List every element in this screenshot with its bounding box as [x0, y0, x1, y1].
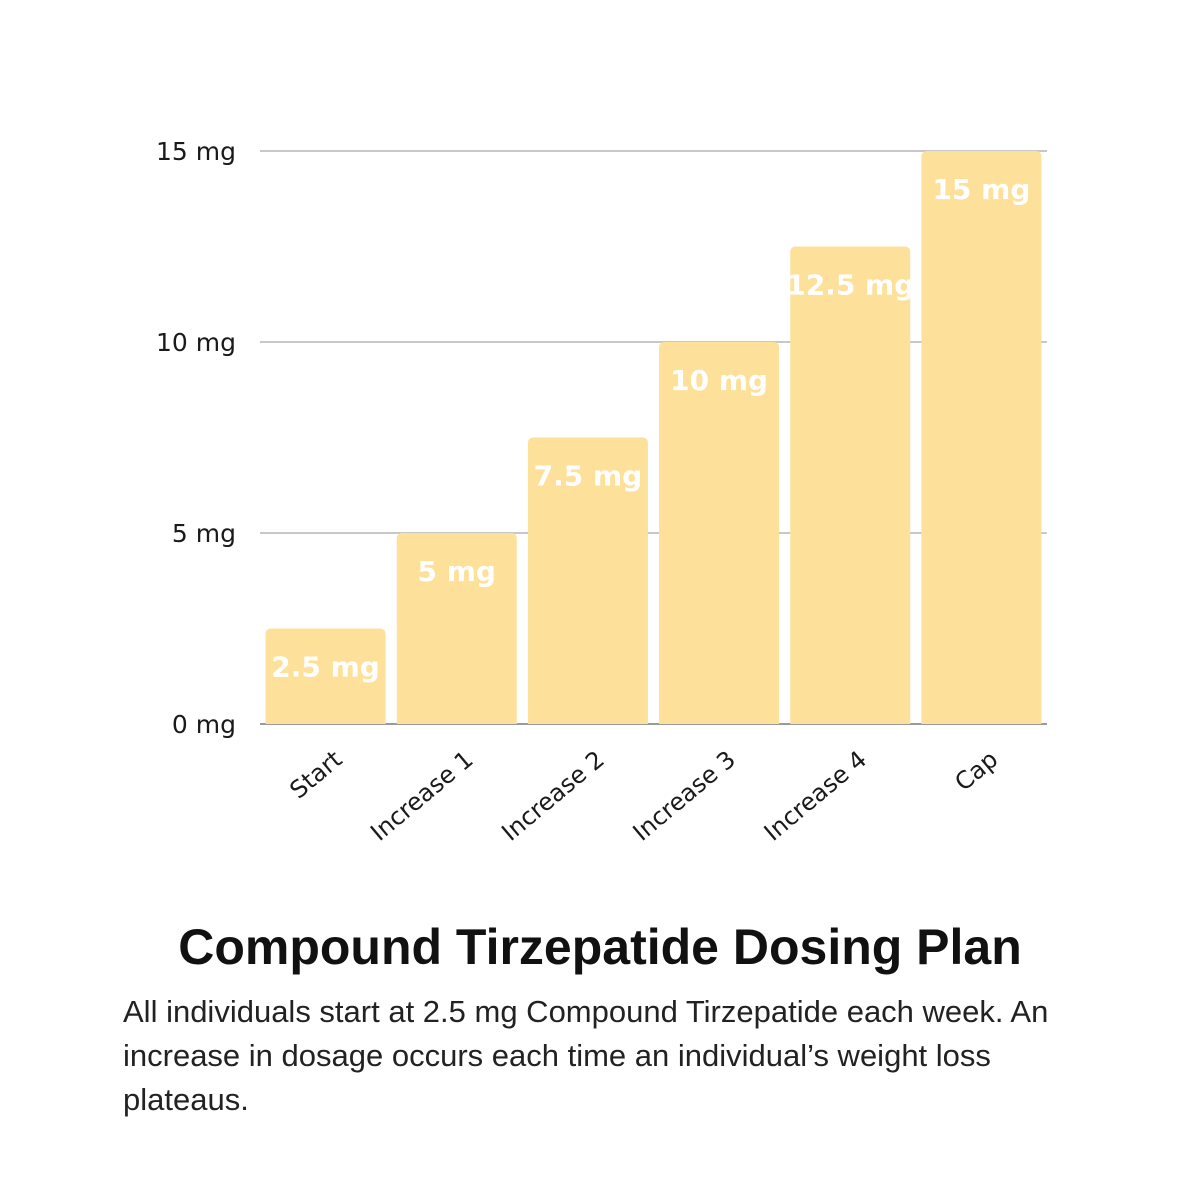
bar: [265, 628, 386, 724]
bar: [921, 151, 1042, 724]
x-category-label: Start: [285, 745, 348, 804]
bar-data-label: 10 mg: [670, 364, 768, 397]
bar-data-label: 2.5 mg: [271, 651, 380, 684]
bar-data-label: 5 mg: [418, 555, 496, 588]
bar-chart: 2.5 mg 5 mg 7.5 mg 10 mg 12.5 mg 15 mg 0 mg 5 …: [156, 137, 1047, 847]
y-tick-label: 10 mg: [156, 328, 236, 357]
x-category-label: Cap: [949, 745, 1003, 796]
bar-data-label: 7.5 mg: [534, 460, 643, 493]
y-tick-label: 0 mg: [172, 710, 236, 739]
y-tick-label: 15 mg: [156, 137, 236, 166]
bar: [396, 533, 517, 724]
x-category-label: Increase 4: [759, 745, 872, 846]
x-category-label: Increase 3: [628, 745, 741, 846]
bar: [659, 342, 780, 724]
bar: [790, 246, 911, 724]
x-category-label: Increase 2: [496, 745, 609, 846]
bar: [527, 437, 648, 724]
bar-data-label: 12.5 mg: [786, 269, 914, 302]
bar-data-label: 15 mg: [932, 173, 1030, 206]
y-tick-label: 5 mg: [172, 519, 236, 548]
chart-title: Compound Tirzepatide Dosing Plan: [178, 919, 1022, 975]
chart-description: All individuals start at 2.5 mg Compound…: [123, 994, 1049, 1117]
x-category-label: Increase 1: [365, 745, 478, 846]
